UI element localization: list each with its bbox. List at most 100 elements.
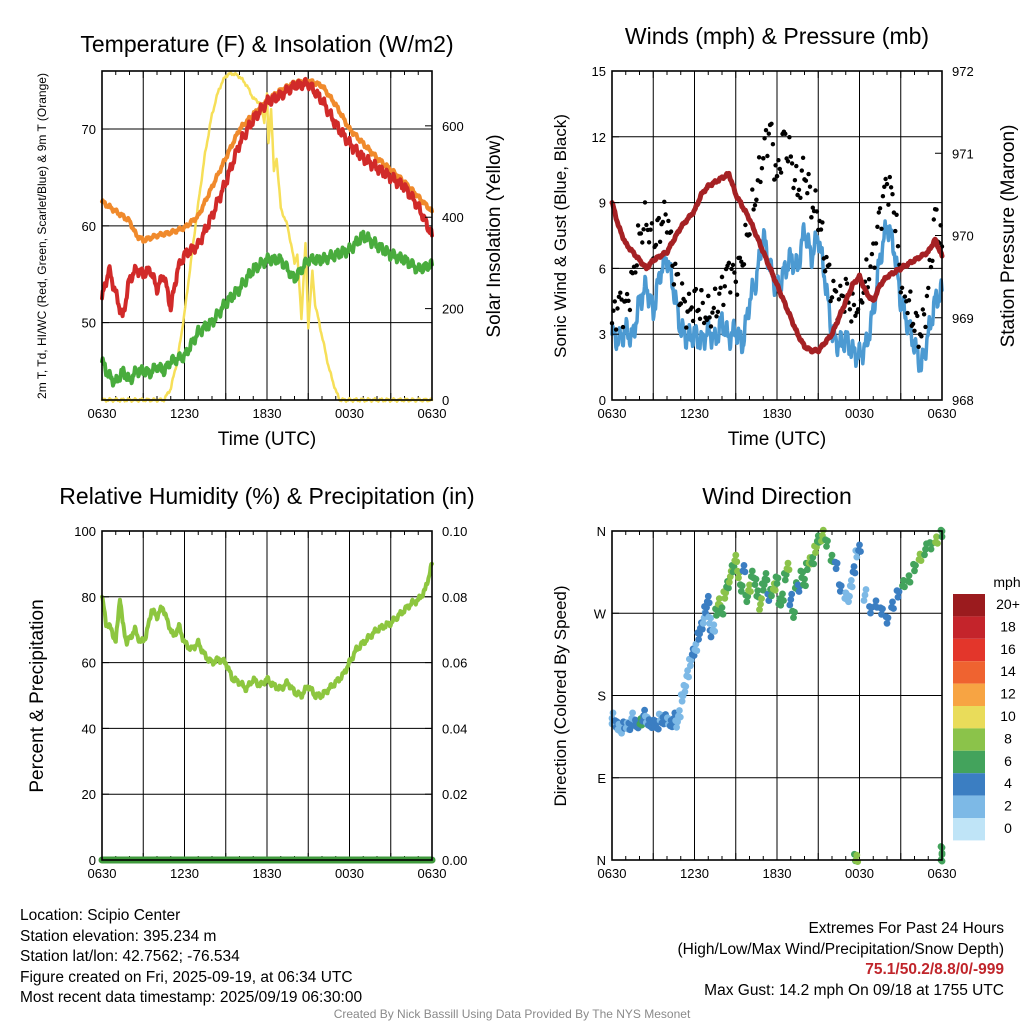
colorbar-label: 6 — [1004, 753, 1012, 769]
gust-point — [882, 184, 887, 189]
gust-point — [754, 197, 759, 202]
gust-point — [696, 307, 701, 313]
x-tick-label: 1830 — [763, 406, 792, 421]
gust-point — [689, 305, 694, 310]
direction-point — [790, 614, 797, 621]
y-right-tick-label: 971 — [952, 146, 974, 161]
direction-point — [845, 598, 852, 606]
x-tick-label: 1230 — [680, 406, 709, 421]
gust-point — [924, 293, 930, 299]
direction-point — [715, 595, 723, 602]
direction-point — [654, 725, 662, 733]
panel-title: Relative Humidity (%) & Precipitation (i… — [59, 483, 474, 509]
gust-point — [906, 298, 912, 303]
colorbar-label: 16 — [1000, 641, 1016, 657]
direction-point — [819, 526, 827, 534]
gust-point — [814, 209, 820, 214]
figure-created: Figure created on Fri, 2025-09-19, at 06… — [20, 968, 353, 986]
gust-point — [714, 314, 719, 319]
gust-point — [701, 320, 707, 326]
direction-point — [872, 597, 880, 605]
y-right-tick-label: 0.10 — [442, 524, 467, 539]
y-tick-label: 70 — [82, 122, 96, 137]
x-tick-label: 0030 — [845, 406, 874, 421]
direction-point — [710, 621, 718, 629]
direction-point — [737, 587, 745, 595]
gust-point — [809, 215, 814, 220]
gust-point — [884, 181, 890, 187]
gust-point — [721, 302, 726, 308]
y-right-tick-label: 0 — [442, 393, 449, 408]
gust-point — [828, 298, 833, 304]
y-tick-label: 100 — [74, 524, 96, 539]
direction-point — [890, 605, 897, 612]
direction-point — [711, 627, 719, 635]
gust-point — [898, 290, 903, 295]
y-tick-label: 50 — [82, 316, 96, 331]
gust-point — [662, 199, 667, 204]
gust-point — [675, 271, 681, 277]
gust-point — [673, 261, 678, 266]
x-tick-label: 0630 — [928, 866, 957, 881]
direction-point — [725, 584, 732, 592]
y-tick-label: N — [597, 853, 606, 868]
gust-point — [624, 291, 630, 297]
x-axis-label: Time (UTC) — [218, 429, 317, 450]
temp-2m-line — [100, 77, 434, 319]
direction-point — [779, 590, 786, 598]
direction-point — [678, 697, 686, 705]
panel-title: Temperature (F) & Insolation (W/m2) — [80, 31, 453, 57]
extremes-summary: Extremes For Past 24 Hours (High/Low/Max… — [678, 919, 1005, 1001]
gust-point — [876, 210, 881, 215]
gust-point — [776, 158, 781, 163]
direction-point — [626, 726, 634, 734]
y-axis-label-left: Direction (Colored By Speed) — [551, 585, 570, 806]
station-info: Location: Scipio Center Station elevatio… — [20, 906, 362, 1009]
gust-point — [707, 315, 712, 320]
gust-point — [770, 142, 776, 147]
gust-point — [923, 324, 928, 330]
y-tick-label: 9 — [599, 196, 606, 211]
x-tick-label: 1830 — [253, 406, 282, 421]
direction-point — [704, 592, 712, 600]
gust-point — [920, 307, 925, 312]
gust-point — [888, 185, 894, 190]
wind-direction-panel: 0630 1230 1830 0030 0630 Wind Direction N E S W N D… — [551, 483, 956, 881]
gust-point — [822, 269, 828, 274]
gust-point — [798, 195, 803, 200]
gust-point — [741, 262, 747, 267]
gust-point — [787, 135, 792, 140]
gust-point — [657, 239, 663, 244]
direction-point — [801, 575, 808, 583]
direction-point — [773, 580, 781, 587]
direction-point — [698, 625, 706, 633]
gust-point — [766, 131, 771, 136]
x-tick-label: 0630 — [928, 406, 957, 421]
colorbar-swatch — [953, 728, 985, 751]
gust-point — [615, 306, 620, 311]
y-tick-label: 80 — [82, 590, 96, 605]
x-tick-label: 0030 — [845, 866, 874, 881]
gust-point — [626, 298, 631, 303]
extremes-subtitle: (High/Low/Max Wind/Precipitation/Snow De… — [677, 940, 1005, 958]
credit-line: Created By Nick Bassill Using Data Provi… — [333, 1007, 691, 1021]
gust-point — [646, 240, 652, 245]
y-right-tick-label: 0.00 — [442, 853, 467, 868]
gust-point — [833, 289, 839, 294]
direction-point — [682, 683, 690, 690]
gust-point — [612, 299, 617, 304]
gust-point — [699, 288, 704, 293]
gust-point — [723, 266, 729, 272]
y-axis-label-left: Sonic Wind & Gust (Blue, Black) — [551, 114, 570, 358]
gust-point — [682, 299, 688, 304]
direction-point — [758, 595, 765, 602]
direction-point — [917, 557, 925, 564]
gust-point — [894, 212, 899, 217]
gust-point — [778, 170, 784, 175]
direction-point — [837, 582, 845, 590]
gust-point — [722, 284, 727, 289]
gust-point — [895, 244, 901, 249]
gust-point — [838, 283, 843, 288]
gust-point — [686, 291, 692, 296]
gust-point — [668, 229, 674, 234]
